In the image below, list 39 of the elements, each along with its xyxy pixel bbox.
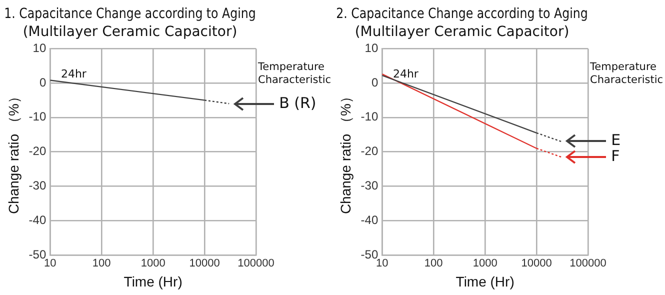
x-axis-title: Time (Hr) xyxy=(124,273,182,290)
y-tick-label: -20 xyxy=(360,144,378,158)
y-tick-label: -10 xyxy=(360,110,378,124)
x-axis-title: Time (Hr) xyxy=(456,273,514,290)
chart-title: 2. Capacitance Change according to Aging xyxy=(336,6,588,22)
y-axis-title: Change ratio （%） xyxy=(5,90,22,214)
legend-label: E xyxy=(611,131,621,150)
x-tick-label: 100 xyxy=(92,258,111,270)
chart-subtitle: (Multilayer Ceramic Capacitor) xyxy=(22,24,238,40)
y-tick-label: 0 xyxy=(39,75,46,90)
x-tick-label: 10000 xyxy=(521,258,552,270)
legend-label: B (R) xyxy=(279,94,316,112)
y-tick-label: -20 xyxy=(28,144,46,158)
annotation: 24hr xyxy=(60,67,87,80)
legend-label: F xyxy=(611,146,620,165)
x-tick-label: 1000 xyxy=(140,258,166,270)
y-tick-label: -10 xyxy=(28,110,46,124)
y-tick-label: 0 xyxy=(371,75,378,90)
text: Temperature Characteristic xyxy=(258,60,332,87)
y-tick-label: -30 xyxy=(28,178,46,193)
x-tick-label: 100000 xyxy=(238,258,274,270)
x-tick-label: 10000 xyxy=(189,258,220,270)
x-tick-label: 1000 xyxy=(472,258,498,270)
y-tick-label: -30 xyxy=(360,178,378,193)
chart-subtitle: (Multilayer Ceramic Capacitor) xyxy=(354,24,570,40)
y-tick-label: -50 xyxy=(28,247,46,262)
y-tick-label: -40 xyxy=(360,212,378,227)
text: Temperature Characteristic xyxy=(590,60,664,87)
chart-title: 1. Capacitance Change according to Aging xyxy=(4,6,256,22)
x-tick-label: 100 xyxy=(424,258,443,270)
y-axis-title: Change ratio （%） xyxy=(337,90,354,214)
x-tick-label: 10 xyxy=(44,258,56,270)
y-tick-label: 10 xyxy=(364,40,378,55)
x-tick-label: 10 xyxy=(376,258,388,270)
y-tick-label: -40 xyxy=(28,212,46,227)
annotation: 24hr xyxy=(392,67,419,80)
y-tick-label: -50 xyxy=(360,247,378,262)
x-tick-label: 100000 xyxy=(570,258,606,270)
y-tick-label: 10 xyxy=(32,40,46,55)
